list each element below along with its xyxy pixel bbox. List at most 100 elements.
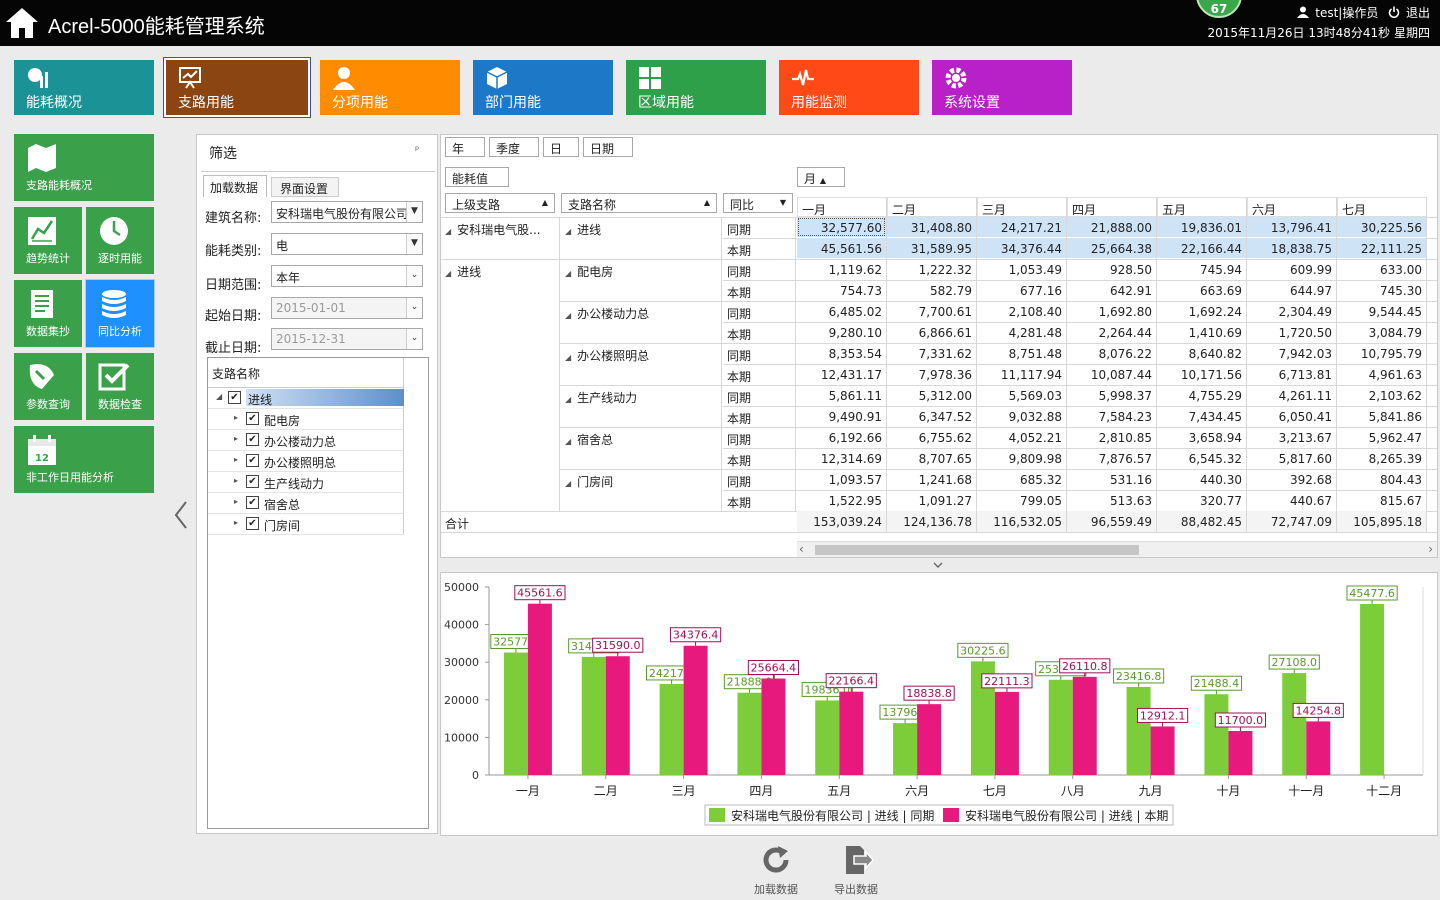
value-cell[interactable]: 18,838.75	[1247, 238, 1336, 258]
col-month[interactable]: 七月	[1337, 197, 1427, 217]
value-cell[interactable]: 663.69	[1200, 284, 1242, 298]
value-cell[interactable]: 1,410.69	[1188, 326, 1242, 340]
tree-node[interactable]: ▸ ✔ 办公楼照明总	[208, 451, 404, 472]
value-cell[interactable]: 440.67	[1290, 494, 1332, 508]
bar[interactable]	[1072, 676, 1097, 775]
value-cell[interactable]: 685.32	[1020, 473, 1062, 487]
value-cell[interactable]: 5,817.60	[1278, 452, 1332, 466]
value-cell[interactable]: 745.94	[1200, 263, 1242, 277]
value-cell[interactable]: 6,192.66	[828, 431, 882, 445]
col-branch-name[interactable]: 支路名称 ▲	[561, 193, 717, 213]
value-cell[interactable]: 1,692.24	[1188, 305, 1242, 319]
expand-icon[interactable]: ◢	[565, 437, 572, 446]
branch-cell[interactable]: ◢ 门房间	[565, 473, 715, 490]
collapsed-arrow-icon[interactable]: ▸	[234, 413, 239, 422]
value-cell[interactable]: 8,076.22	[1098, 347, 1152, 361]
bar[interactable]	[683, 645, 708, 775]
bar[interactable]	[815, 700, 840, 775]
value-cell[interactable]: 10,171.56	[1180, 368, 1242, 382]
branch-cell[interactable]: ◢ 宿舍总	[565, 431, 715, 448]
horizontal-scrollbar[interactable]: ‹ ›	[797, 541, 1437, 557]
value-cell[interactable]: 531.16	[1110, 473, 1152, 487]
value-cell[interactable]: 6,755.62	[918, 431, 972, 445]
value-cell[interactable]: 3,658.94	[1188, 431, 1242, 445]
value-cell[interactable]: 24,217.21	[977, 217, 1066, 237]
value-cell[interactable]: 1,093.57	[828, 473, 882, 487]
expand-icon[interactable]: ◢	[565, 269, 572, 278]
value-cell[interactable]: 928.50	[1110, 263, 1152, 277]
col-month[interactable]: 四月	[1067, 197, 1157, 217]
value-cell[interactable]: 4,961.63	[1368, 368, 1422, 382]
value-cell[interactable]: 5,962.47	[1368, 431, 1422, 445]
field-date[interactable]: 日期	[583, 137, 633, 157]
pin-icon[interactable]: ᵖ	[415, 145, 420, 156]
value-cell[interactable]: 32,577.60	[797, 217, 886, 237]
field-year[interactable]: 年	[445, 137, 485, 157]
module-3[interactable]: 分项用能	[320, 60, 460, 115]
bar[interactable]	[917, 704, 942, 775]
col-month[interactable]: 二月	[887, 197, 977, 217]
value-cell[interactable]: 10,087.44	[1090, 368, 1152, 382]
scrollbar-thumb[interactable]	[815, 545, 1139, 555]
tree-checkbox[interactable]: ✔	[246, 496, 259, 509]
value-cell[interactable]: 1,119.62	[828, 263, 882, 277]
value-cell[interactable]: 45,561.56	[797, 238, 886, 258]
branch-cell[interactable]: ◢ 进线	[565, 221, 715, 238]
bar[interactable]	[1360, 604, 1385, 775]
bar[interactable]	[893, 723, 918, 775]
tile-calendar[interactable]: 12 非工作日用能分析	[14, 426, 154, 493]
field-value[interactable]: 能耗值	[445, 167, 509, 187]
end-date-input[interactable]: 2015-12-31 ⌄	[271, 328, 423, 350]
value-cell[interactable]: 644.97	[1290, 284, 1332, 298]
bar[interactable]	[1306, 721, 1331, 775]
building-select[interactable]: 安科瑞电气股份有限公司 ▼	[271, 201, 423, 223]
value-cell[interactable]: 4,281.48	[1008, 326, 1062, 340]
bar[interactable]	[1204, 694, 1229, 775]
tile-check[interactable]: 数据检查	[86, 353, 154, 420]
bar[interactable]	[1126, 686, 1151, 775]
value-cell[interactable]: 320.77	[1200, 494, 1242, 508]
value-cell[interactable]: 6,545.32	[1188, 452, 1242, 466]
value-cell[interactable]: 2,264.44	[1098, 326, 1152, 340]
value-cell[interactable]: 1,222.32	[918, 263, 972, 277]
tree-node[interactable]: ▸ ✔ 门房间	[208, 514, 404, 535]
logout-link[interactable]: 退出	[1405, 6, 1430, 20]
value-cell[interactable]: 3,213.67	[1278, 431, 1332, 445]
module-1[interactable]: 能耗概况	[14, 60, 154, 115]
home-icon[interactable]	[4, 6, 40, 40]
value-cell[interactable]: 19,836.01	[1157, 217, 1246, 237]
value-cell[interactable]: 13,796.41	[1247, 217, 1336, 237]
bar[interactable]	[659, 683, 684, 775]
expand-icon[interactable]: ◢	[565, 479, 572, 488]
value-cell[interactable]: 5,312.00	[918, 389, 972, 403]
value-cell[interactable]: 7,584.23	[1098, 410, 1152, 424]
value-cell[interactable]: 4,261.11	[1278, 389, 1332, 403]
tile-trend[interactable]: 趋势统计	[14, 207, 82, 274]
collapsed-arrow-icon[interactable]: ▸	[234, 518, 239, 527]
bar[interactable]	[527, 603, 552, 775]
value-cell[interactable]: 7,700.61	[918, 305, 972, 319]
value-cell[interactable]: 815.67	[1380, 494, 1422, 508]
expand-icon[interactable]: ◢	[445, 269, 452, 278]
value-cell[interactable]: 754.73	[840, 284, 882, 298]
value-cell[interactable]: 745.30	[1380, 284, 1422, 298]
load-data-button[interactable]: 加载数据	[740, 842, 812, 898]
value-cell[interactable]: 12,431.17	[820, 368, 882, 382]
collapse-left-icon[interactable]	[172, 500, 190, 530]
value-cell[interactable]: 5,861.11	[828, 389, 882, 403]
collapsed-arrow-icon[interactable]: ▸	[234, 434, 239, 443]
value-cell[interactable]: 677.16	[1020, 284, 1062, 298]
value-cell[interactable]: 9,490.91	[828, 410, 882, 424]
value-cell[interactable]: 1,053.49	[1008, 263, 1062, 277]
collapsed-arrow-icon[interactable]: ▸	[234, 476, 239, 485]
value-cell[interactable]: 1,522.95	[828, 494, 882, 508]
col-month[interactable]: 一月	[797, 197, 887, 217]
field-month[interactable]: 月 ▲	[797, 167, 845, 187]
expand-icon[interactable]: ◢	[565, 311, 572, 320]
tree-node[interactable]: ▸ ✔ 办公楼动力总	[208, 430, 404, 451]
parent-branch-cell[interactable]: ◢ 安科瑞电气股...	[445, 221, 555, 238]
bar[interactable]	[839, 691, 864, 775]
expand-icon[interactable]: ◢	[565, 353, 572, 362]
value-cell[interactable]: 8,707.65	[918, 452, 972, 466]
export-data-button[interactable]: 导出数据	[820, 842, 892, 898]
